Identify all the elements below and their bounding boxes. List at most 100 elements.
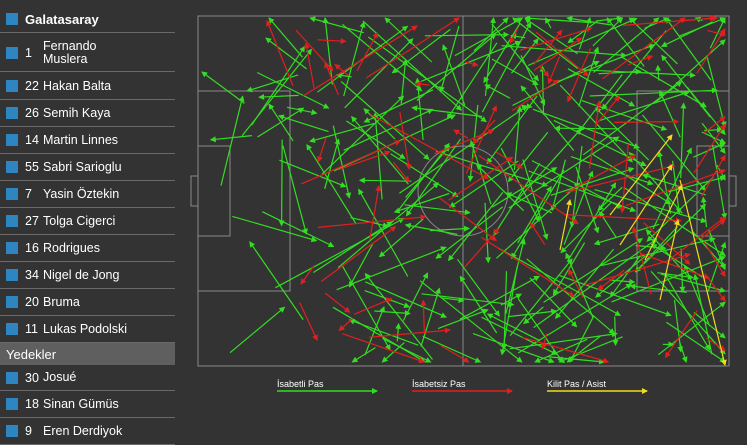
player-row[interactable]: 7 Yasin Öztekin [0,181,175,208]
pass-arrow-accurate [599,211,617,238]
pass-arrow-accurate [439,26,460,93]
pass-arrow-accurate [508,308,558,318]
pass-arrow-accurate [555,43,655,83]
pass-arrows [201,15,728,366]
pass-arrow-inaccurate [595,95,620,125]
pass-arrow-accurate [232,215,318,243]
pass-arrow-inaccurate [564,214,682,224]
pass-arrow-accurate [550,167,635,196]
pass-arrow-accurate [499,266,518,356]
player-marker-icon [6,323,18,335]
player-number: 7 [25,187,32,201]
pass-arrow-accurate [343,21,366,97]
pass-arrow-inaccurate [700,219,726,240]
player-row[interactable]: 34 Nigel de Jong [0,262,175,289]
pass-arrow-accurate [396,142,450,213]
pass-arrow-accurate [495,182,581,259]
player-name: Bruma [43,294,80,309]
pass-arrow-inaccurate [582,252,691,287]
subs-header[interactable]: Yedekler [0,343,175,365]
player-name: Yasin Öztekin [43,186,120,201]
player-row[interactable]: 55 Sabri Sarioglu [0,154,175,181]
pass-arrow-accurate [575,166,600,234]
pass-arrow-inaccurate [625,169,726,207]
pass-arrow-accurate [609,255,641,298]
pass-arrow-accurate [364,290,411,308]
player-name: Sabri Sarioglu [43,159,122,174]
player-number: 22 [25,79,39,93]
pass-arrow-inaccurate [640,252,711,280]
pass-arrow-accurate [441,297,465,304]
pass-arrow-accurate [391,28,451,74]
pass-arrow-accurate [220,95,245,186]
pass-arrow-inaccurate [696,28,726,74]
pass-arrow-accurate [673,299,684,353]
pass-arrow-inaccurate [320,226,397,282]
pass-arrow-inaccurate [302,25,418,97]
pass-arrow-accurate [683,264,710,325]
pass-arrow-accurate [486,313,541,342]
pass-arrow-accurate [660,273,726,293]
right-goal [728,175,737,207]
pass-arrow-accurate [543,238,644,303]
pass-arrow-accurate [201,71,245,104]
legend-inaccurate-label: İsabetsiz Pas [412,379,466,389]
pass-arrow-accurate [558,336,623,363]
team-name: Galatasaray [25,11,99,27]
pass-arrow-accurate [430,225,470,232]
subs-label: Yedekler [6,346,57,362]
pass-arrow-inaccurate [535,31,589,77]
player-row[interactable]: 11 Lukas Podolski [0,316,175,343]
pass-arrow-inaccurate [365,17,460,79]
pass-arrow-inaccurate [295,29,334,72]
pass-arrow-accurate [337,182,440,269]
pass-arrow-inaccurate [301,140,401,185]
player-row[interactable]: 26 Semih Kaya [0,100,175,127]
pass-arrow-inaccurate [368,327,451,338]
player-number: 14 [25,133,39,147]
player-name: Rodrigues [43,240,100,255]
player-number: 34 [25,268,39,282]
sub-row[interactable]: 9 Eren Derdiyok [0,418,175,445]
pass-arrow-inaccurate [414,81,430,88]
pass-arrow-inaccurate [338,150,391,171]
pass-arrow-accurate [693,273,713,355]
pass-arrow-accurate [595,107,650,161]
team-header[interactable]: Galatasaray [0,6,175,33]
player-row[interactable]: 27 Tolga Cigerci [0,208,175,235]
pass-arrow-accurate [680,102,687,179]
sub-row[interactable]: 18 Sinan Gümüs [0,391,175,418]
legend-accurate-label: İsabetli Pas [277,379,324,389]
pass-arrow-accurate [344,38,414,109]
player-row[interactable]: 14 Martin Linnes [0,127,175,154]
pass-arrow-inaccurate [317,214,427,228]
pass-arrow-accurate [550,159,566,212]
pass-arrow-accurate [309,122,375,143]
player-marker-icon [6,80,18,92]
pass-arrow-accurate [611,255,726,303]
pass-arrow-inaccurate [541,333,548,350]
player-row[interactable]: 16 Rodrigues [0,235,175,262]
pass-arrow-accurate [505,192,552,214]
pass-arrow-accurate [363,108,396,140]
player-row[interactable]: 20 Bruma [0,289,175,316]
player-row[interactable]: 1 Fernando Muslera [0,34,175,72]
pass-arrow-accurate [483,22,521,84]
player-name: Eren Derdiyok [43,423,123,438]
pass-arrow-inaccurate [465,105,497,174]
pass-arrow-key [609,134,673,216]
pass-arrow-inaccurate [533,37,583,71]
pass-arrow-inaccurate [701,154,726,197]
pass-arrow-accurate [341,23,423,92]
pass-arrow-accurate [484,17,496,96]
pass-arrow-inaccurate [448,156,514,201]
pass-arrow-accurate [511,38,539,74]
player-row[interactable]: 22 Hakan Balta [0,73,175,100]
player-marker-icon [6,425,18,437]
pass-arrow-key [644,184,683,261]
pass-arrow-accurate [612,316,619,346]
pass-arrow-accurate [501,271,508,350]
pass-arrow-accurate [229,306,286,354]
sub-row[interactable]: 30 Josué [0,365,175,391]
pass-arrow-accurate [578,17,592,50]
